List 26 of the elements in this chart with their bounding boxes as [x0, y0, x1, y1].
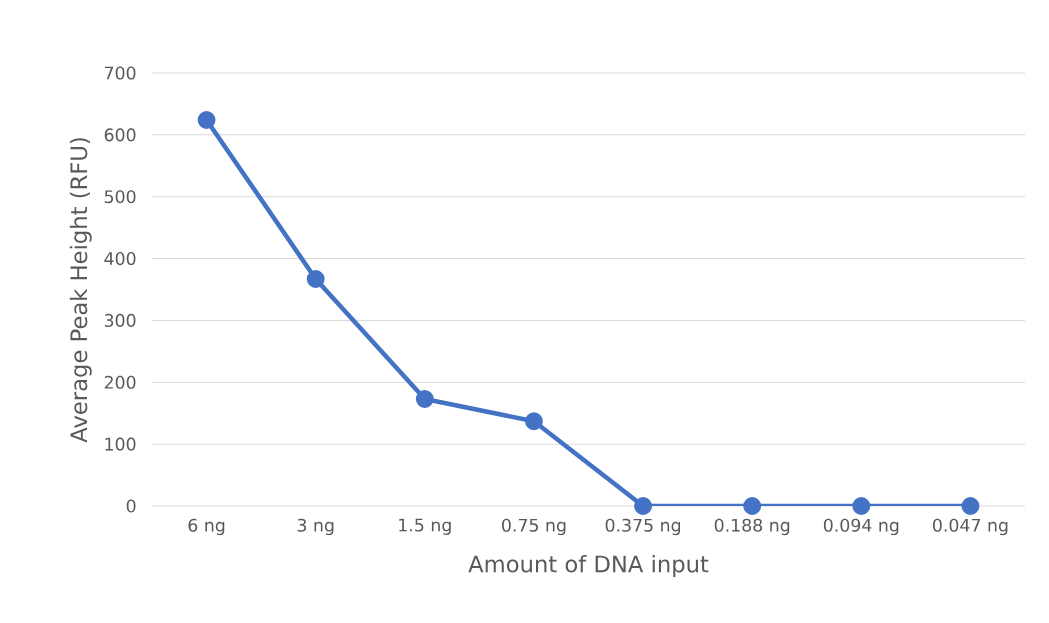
x-tick-label: 6 ng [188, 518, 225, 536]
point [415, 390, 434, 408]
y-tick-label: 300 [104, 313, 136, 327]
y-tick-label: 400 [104, 252, 136, 266]
y-tick-label: 100 [105, 437, 136, 451]
x-tick-label: 0.047 ng [933, 518, 1008, 536]
point [525, 412, 543, 431]
y-tick-label: 600 [104, 128, 136, 142]
point [197, 111, 216, 129]
x-tick-label: 0.094 ng [823, 518, 899, 536]
x-tick-label: 3 ng [297, 518, 334, 536]
x-tick-label: 0.75 ng [502, 518, 566, 536]
y-axis-title: Average Peak Height (RFU) [69, 138, 92, 443]
point [852, 497, 871, 515]
x-tick-label: 1.5 ng [399, 518, 451, 535]
y-tick-label: 500 [104, 190, 136, 204]
y-tick-label: 700 [104, 66, 136, 80]
point [634, 497, 652, 515]
y-tick-label: 0 [126, 499, 136, 513]
point [743, 497, 762, 515]
x-tick-label: 0.188 ng [714, 518, 790, 536]
point [961, 497, 980, 515]
point [306, 270, 325, 288]
x-tick-label: 0.375 ng [605, 518, 681, 536]
y-tick-label: 200 [104, 375, 136, 389]
x-axis-title: Amount of DNA input [468, 554, 709, 577]
